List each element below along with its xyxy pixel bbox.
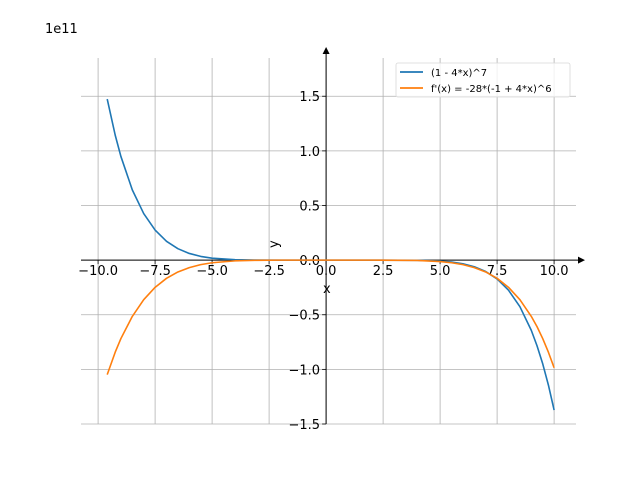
grid <box>81 58 576 425</box>
y-tick-label: 1.0 <box>299 145 320 160</box>
series-lines <box>106 98 555 411</box>
y-tick-label: −0.5 <box>289 309 321 324</box>
x-tick-label: 5.0 <box>430 264 451 279</box>
legend-label: (1 - 4*x)^7 <box>431 68 487 79</box>
x-tick-label: 0.0 <box>316 264 337 279</box>
x-axis-label: x <box>323 282 331 297</box>
x-tick-label: −10.0 <box>78 264 118 279</box>
x-tick-label: 2.5 <box>373 264 394 279</box>
tick-labels: −10.0 −7.5 −5.0 −2.5 0.0 2.5 5.0 7.5 10.0 −1.5 −1.… <box>78 90 568 433</box>
y-tick-label: 0.0 <box>299 254 320 269</box>
series-line-2 <box>106 259 555 375</box>
x-tick-label: −7.5 <box>139 264 171 279</box>
x-tick-label: 7.5 <box>487 264 508 279</box>
x-tick-label: −5.0 <box>196 264 228 279</box>
y-tick-label: 0.5 <box>299 199 320 214</box>
y-axis-label: y <box>267 240 282 248</box>
x-tick-label: −2.5 <box>253 264 285 279</box>
y-axis-arrow-icon <box>322 47 330 54</box>
x-axis-arrow-icon <box>578 256 585 264</box>
legend-box <box>395 62 571 98</box>
legend: (1 - 4*x)^7 f'(x) = -28*(-1 + 4*x)^6 <box>395 62 571 98</box>
y-tick-label: −1.5 <box>289 418 321 433</box>
legend-label: f'(x) = -28*(-1 + 4*x)^6 <box>431 84 552 95</box>
y-tick-label: −1.0 <box>289 363 321 378</box>
axes <box>81 47 585 425</box>
x-tick-label: 10.0 <box>540 264 569 279</box>
series-line-1 <box>106 98 555 411</box>
y-scale-label: 1e11 <box>45 22 78 37</box>
y-tick-label: 1.5 <box>299 90 320 105</box>
